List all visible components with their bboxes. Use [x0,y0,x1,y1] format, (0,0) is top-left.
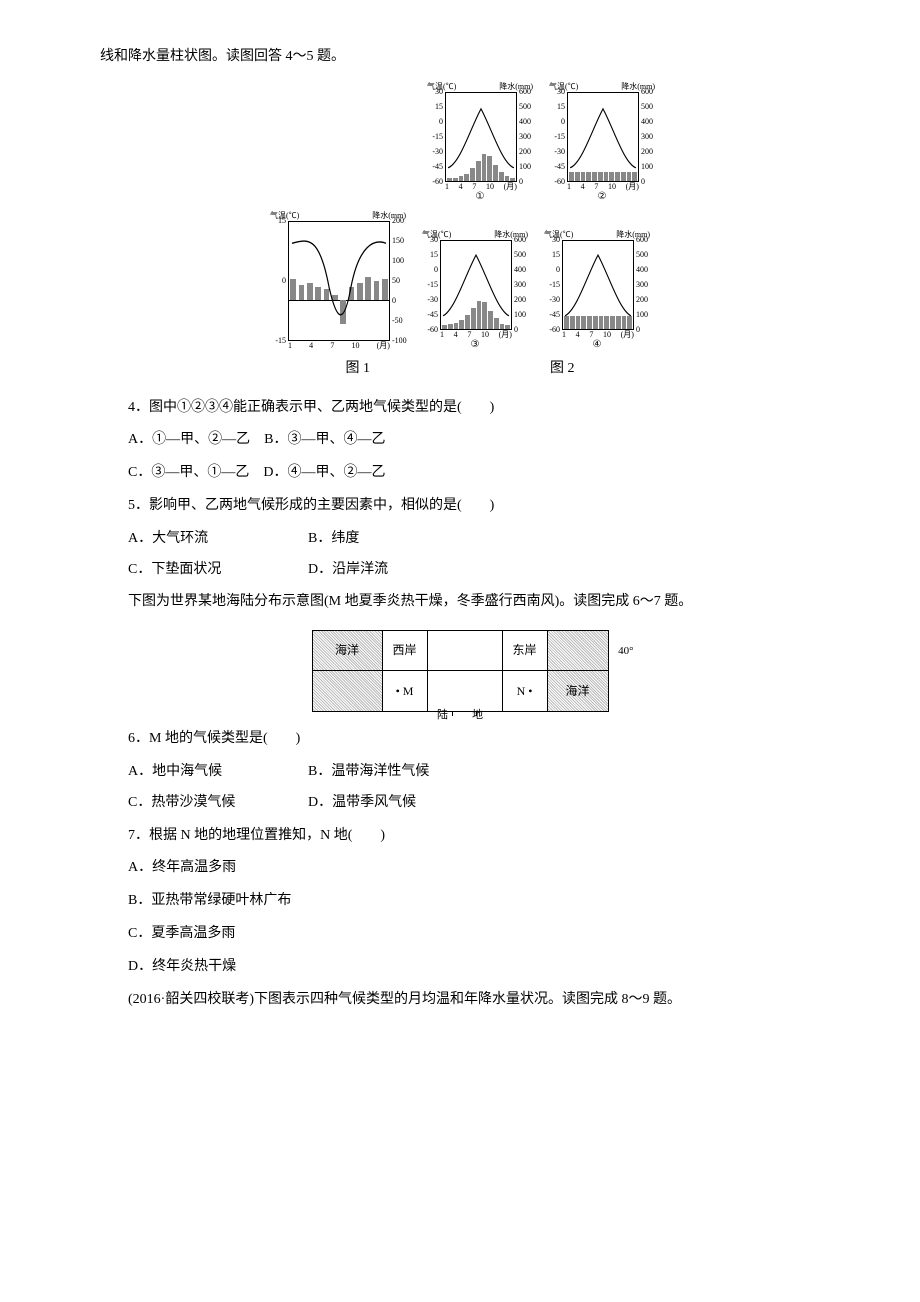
intro-1: 线和降水量柱状图。读图回答 4～5 题。 [100,42,820,73]
map-ocean-nw: 海洋 [313,631,383,671]
q6-b: B．温带海洋性气候 [308,757,429,788]
figure-row-bottom: 气温(℃)降水(mm)150-15200150100500-50-1001471… [100,212,820,350]
map-east-label: 东岸 [503,631,548,671]
q7-b: B．亚热带常绿硬叶林广布 [128,886,820,917]
figure-2-label: 图 2 [550,354,575,385]
q7-stem: 7．根据 N 地的地理位置推知，N 地( ) [100,821,820,852]
map-figure: 海洋 西岸 东岸 40° • M N • 海洋 陆地 [100,630,820,712]
q6-c: C．热带沙漠气候 [128,788,308,819]
climate-chart-3: 气温(℃)降水(mm)30150-15-30-45-60600500400300… [420,231,530,350]
q6-a: A．地中海气候 [128,757,308,788]
q5-d: D．沿岸洋流 [308,555,388,586]
q4-stem: 4．图中①②③④能正确表示甲、乙两地气候类型的是( ) [100,393,820,424]
intro-2: 下图为世界某地海陆分布示意图(M 地夏季炎热干燥，冬季盛行西南风)。读图完成 6… [100,587,820,618]
q4-c: C．③—甲、①—乙 [128,465,249,480]
q5-b: B．纬度 [308,524,359,555]
q4-b: B．③—甲、④—乙 [264,432,385,447]
q4-a: A．①—甲、②—乙 [128,432,250,447]
q4-d: D．④—甲、②—乙 [263,465,385,480]
figure-1-label: 图 1 [346,354,371,385]
figure-labels: 图 1 图 2 [100,354,820,385]
q5-a: A．大气环流 [128,524,308,555]
figure-row-top: 气温(℃)降水(mm)30150-15-30-45-60600500400300… [100,83,820,202]
q7-a: A．终年高温多雨 [128,853,820,884]
map-ocean-se: 海洋 [548,671,608,711]
map-land-label: 陆地 [413,703,507,727]
climate-chart-big: 气温(℃)降水(mm)150-15200150100500-50-1001471… [268,212,408,350]
q5-c: C．下垫面状况 [128,555,308,586]
q6-d: D．温带季风气候 [308,788,416,819]
map-n-cell: N • [503,671,548,711]
climate-chart-4: 气温(℃)降水(mm)30150-15-30-45-60600500400300… [542,231,652,350]
q7-c: C．夏季高温多雨 [128,919,820,950]
q7-d: D．终年炎热干燥 [128,952,820,983]
intro-3: (2016·韶关四校联考)下图表示四种气候类型的月均温和年降水量状况。读图完成 … [100,985,820,1016]
map-ocean-sw [313,671,383,711]
map-lat-label: 40° [618,639,633,663]
climate-chart-2: 气温(℃)降水(mm)30150-15-30-45-60600500400300… [547,83,657,202]
map-blank-n [428,631,503,671]
climate-chart-1: 气温(℃)降水(mm)30150-15-30-45-60600500400300… [425,83,535,202]
map-west-label: 西岸 [383,631,428,671]
q5-stem: 5．影响甲、乙两地气候形成的主要因素中，相似的是( ) [100,491,820,522]
q6-stem: 6．M 地的气候类型是( ) [100,724,820,755]
map-ocean-ne: 40° [548,631,608,671]
